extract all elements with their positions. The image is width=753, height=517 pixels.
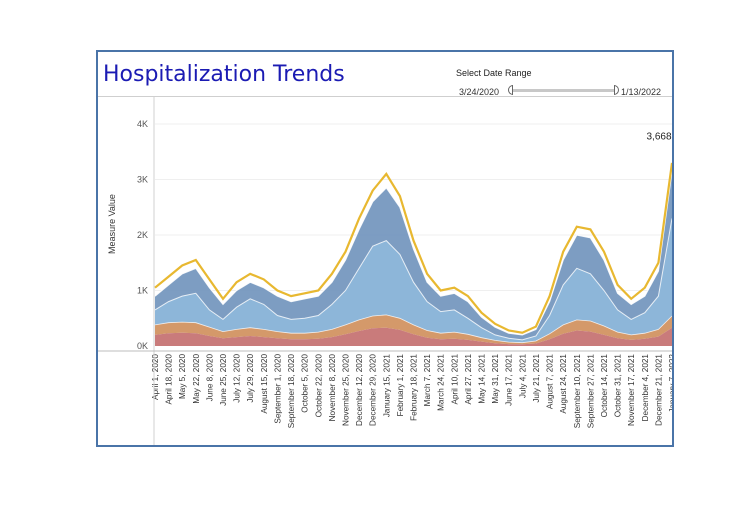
x-tick-label: April 1, 2020 — [151, 354, 160, 400]
x-tick-label: July 4, 2021 — [518, 354, 527, 399]
date-range-start-handle[interactable] — [508, 85, 513, 95]
x-tick-label: May 31, 2021 — [491, 354, 500, 404]
x-tick-label: December 29, 2020 — [369, 354, 378, 426]
x-tick-label: May 14, 2021 — [478, 354, 487, 404]
x-tick-label: December 4, 2021 — [641, 354, 650, 422]
x-axis-ticks: April 1, 2020 April 18, 2020 May 5, 2020 Ma… — [151, 354, 672, 429]
dashboard-panel: Hospitalization Trends Select Date Range… — [96, 50, 674, 447]
blue-area — [155, 218, 672, 343]
hospitalization-chart: 0K 1K 2K 3K 4K April 1, 2020 April 18, 2020 Ma… — [98, 97, 672, 445]
y-tick-label: 2K — [137, 230, 148, 240]
x-tick-label: May 22, 2020 — [192, 354, 201, 404]
x-tick-label: June 8, 2020 — [205, 354, 214, 402]
x-tick-label: September 27, 2021 — [586, 354, 595, 429]
orange-band-line — [154, 314, 672, 344]
y-tick-label: 4K — [137, 119, 148, 129]
x-tick-label: November 8, 2020 — [328, 354, 337, 422]
x-tick-label: August 7, 2021 — [546, 354, 555, 410]
date-range-start: 3/24/2020 — [459, 87, 500, 97]
x-tick-label: January 7, 2022 — [668, 354, 672, 413]
x-tick-label: April 10, 2021 — [450, 354, 459, 405]
total-line — [154, 162, 672, 334]
x-tick-label: September 1, 2020 — [273, 354, 282, 424]
y-axis-label: Measure Value — [107, 194, 117, 254]
last-value-annotation: 3,668 — [646, 131, 671, 142]
x-tick-label: August 15, 2020 — [260, 354, 269, 414]
x-tick-label: July 29, 2020 — [246, 354, 255, 403]
date-range-slider-track[interactable] — [511, 89, 615, 92]
x-tick-label: October 14, 2021 — [600, 354, 609, 418]
orange-area — [155, 314, 672, 345]
x-tick-label: February 18, 2021 — [410, 354, 419, 421]
y-axis-ticks: 0K 1K 2K 3K 4K — [137, 119, 148, 351]
date-range-label: Select Date Range — [456, 68, 532, 78]
x-tick-label: April 18, 2020 — [165, 354, 174, 405]
x-tick-label: April 27, 2021 — [464, 354, 473, 405]
x-tick-label: November 17, 2021 — [627, 354, 636, 426]
header-divider — [98, 96, 672, 97]
dashboard-title: Hospitalization Trends — [103, 62, 345, 87]
y-tick-label: 3K — [137, 175, 148, 185]
x-tick-label: June 17, 2021 — [505, 354, 514, 406]
inner-total-line — [154, 171, 672, 336]
upper-blue-area — [155, 171, 672, 343]
x-tick-label: September 10, 2021 — [573, 354, 582, 429]
x-tick-label: December 21, 2021 — [654, 354, 663, 426]
x-tick-label: July 12, 2020 — [233, 354, 242, 403]
y-tick-label: 1K — [137, 286, 148, 296]
x-tick-label: October 31, 2021 — [614, 354, 623, 418]
mid-band-line — [154, 218, 672, 341]
x-tick-label: September 18, 2020 — [287, 354, 296, 429]
x-tick-label: December 12, 2020 — [355, 354, 364, 426]
x-tick-label: June 25, 2020 — [219, 354, 228, 406]
y-tick-label: 0K — [137, 341, 148, 351]
chart-areas — [154, 162, 672, 346]
x-tick-label: January 15, 2021 — [382, 354, 391, 418]
x-tick-label: March 7, 2021 — [423, 354, 432, 407]
x-tick-label: October 22, 2020 — [314, 354, 323, 418]
date-range-end: 1/13/2022 — [621, 87, 662, 97]
x-tick-label: July 21, 2021 — [532, 354, 541, 403]
x-tick-label: March 24, 2021 — [437, 354, 446, 411]
x-tick-label: May 5, 2020 — [178, 354, 187, 400]
x-tick-label: February 1, 2021 — [396, 354, 405, 417]
x-tick-label: November 25, 2020 — [342, 354, 351, 426]
red-area — [155, 327, 672, 346]
x-tick-label: August 24, 2021 — [559, 354, 568, 414]
x-tick-label: October 5, 2020 — [301, 354, 310, 413]
